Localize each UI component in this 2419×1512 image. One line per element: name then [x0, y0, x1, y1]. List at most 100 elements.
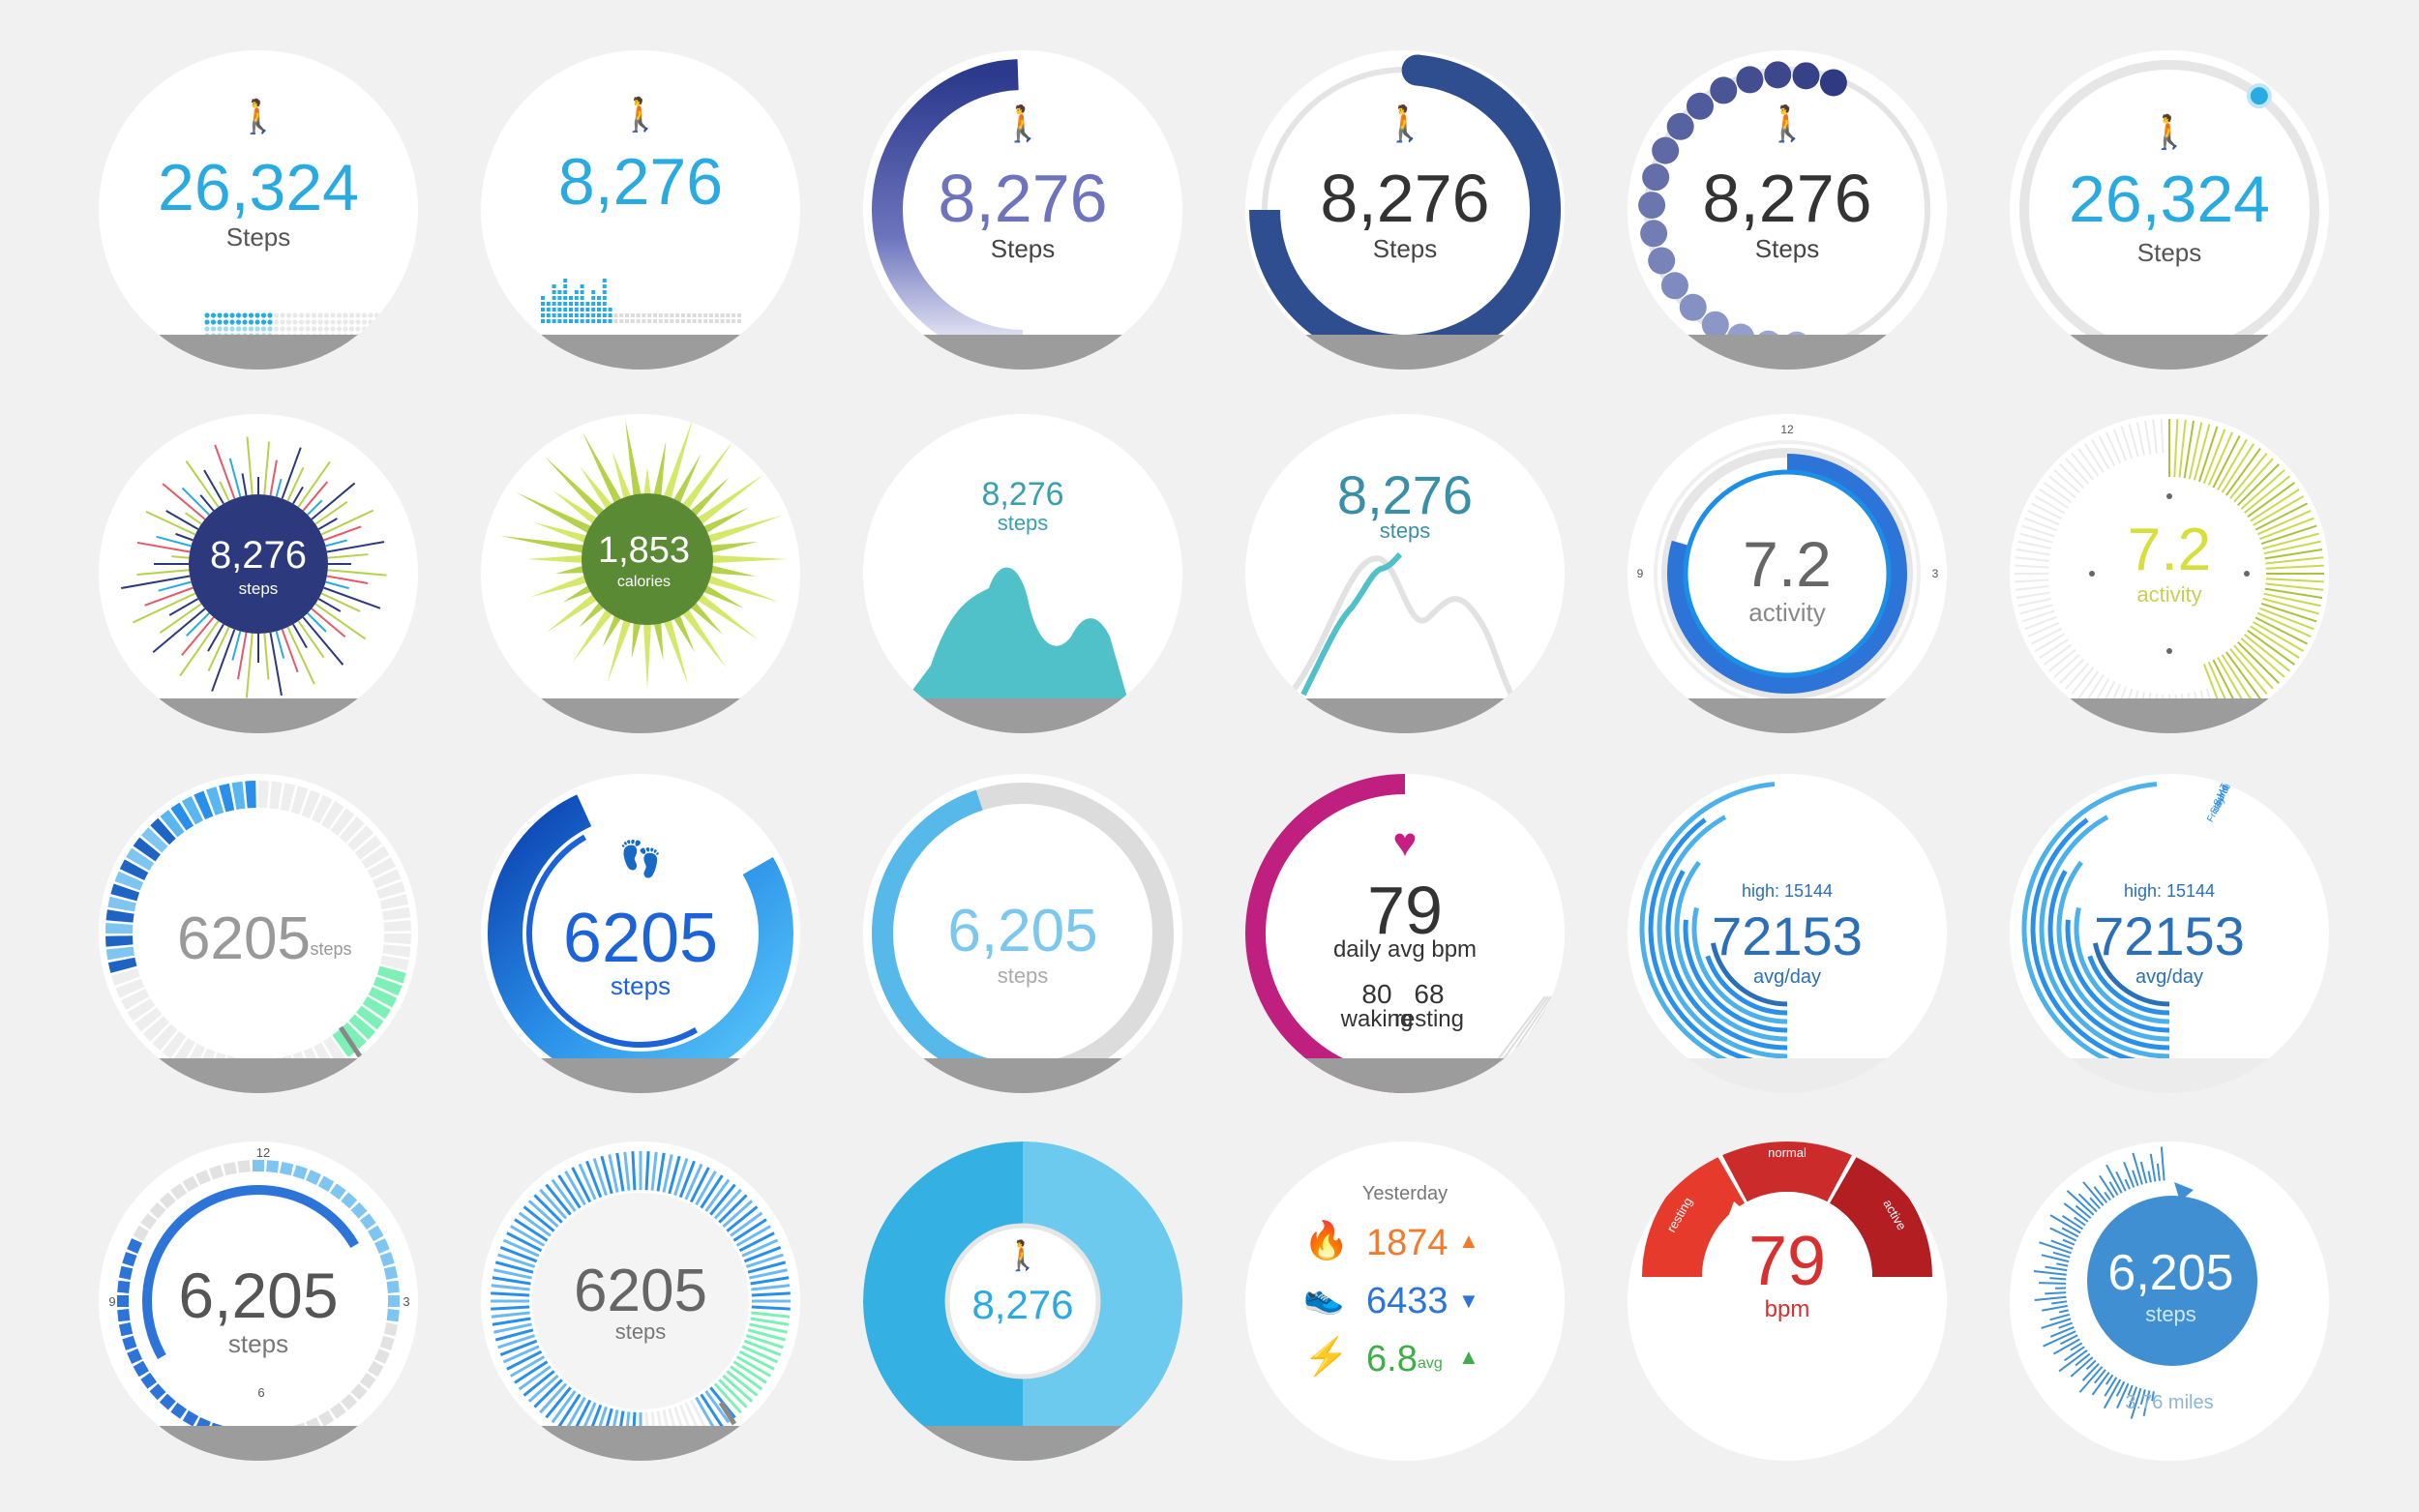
watch-face-steps-blue-ring[interactable]: 👣 6205 steps: [481, 774, 800, 1093]
progress-dot: [285, 326, 292, 332]
ring-segment: [269, 781, 283, 810]
lightning-icon: ⚡: [1303, 1337, 1350, 1378]
watch-face-steps-navy-ring[interactable]: 🚶 8,276 Steps: [1245, 50, 1565, 370]
ring-segment: [341, 1022, 367, 1050]
progress-dot: [1764, 61, 1792, 89]
burst-ray: [181, 616, 215, 656]
watch-base: [863, 335, 1182, 370]
ring-segment: [383, 920, 411, 932]
burst-ray: [269, 632, 283, 697]
distance-tick: [2045, 1291, 2067, 1295]
watch-face-steps-line[interactable]: 8,276 steps: [1245, 414, 1565, 733]
watch-base: [863, 698, 1182, 733]
watch-face-steps-gradient-arc[interactable]: 🚶 8,276 Steps: [863, 50, 1182, 370]
burst-spike: [631, 617, 642, 659]
progress-dot: [330, 326, 336, 332]
dial-square: [209, 1165, 224, 1180]
ring-segment: [346, 825, 374, 851]
ring-bar: [695, 1396, 717, 1432]
watch-face-steps-dial[interactable]: 12 3 6 9 6,205 steps: [99, 1141, 418, 1461]
activity-tick: [2264, 548, 2323, 560]
ring-bar: [491, 1291, 530, 1297]
watch-face-steps-light-ring[interactable]: 6,205 steps: [863, 774, 1182, 1093]
ring-bar: [514, 1360, 549, 1384]
histogram-cell: [580, 296, 584, 300]
dial-label-9: 9: [108, 1294, 115, 1309]
step-unit: Steps: [1372, 234, 1438, 263]
histogram-cell: [557, 290, 562, 294]
dial-square: [237, 1160, 251, 1173]
histogram-cell: [636, 319, 641, 323]
ring-segment: [133, 837, 161, 862]
histogram-cell: [630, 313, 635, 317]
dial-square: [373, 1238, 390, 1254]
watch-face-activity-ticks[interactable]: 7.2 activity: [2010, 414, 2329, 733]
histogram-cell: [636, 313, 641, 317]
activity-tick: [2258, 517, 2314, 541]
watch-face-steps-segment-ring[interactable]: 6205 steps: [99, 774, 418, 1093]
ring-bar: [704, 1178, 731, 1212]
watch-face-steps-mountain[interactable]: 8,276 steps: [863, 414, 1182, 733]
activity-tick: [2065, 663, 2090, 690]
watch-face-steps-burst[interactable]: 8,276 steps: [99, 414, 418, 733]
progress-dot: [292, 312, 298, 318]
watch-face-daily-summary[interactable]: Yesterday 🔥 1874 ▲ 👟 6433 ▼ ⚡ 6.8 avg ▲: [1245, 1141, 1565, 1461]
ring-segment: [382, 944, 411, 958]
burst-spike: [693, 590, 759, 639]
histogram-cell: [613, 313, 618, 317]
watch-face-steps-bar-ring[interactable]: 6205 steps: [481, 1141, 800, 1461]
activity-tick: [2015, 556, 2049, 562]
dial-square: [386, 1309, 400, 1322]
ring-bar: [523, 1370, 555, 1397]
watch-face-activity-dial[interactable]: 12 3 6 9 7.2 activity: [1628, 414, 1947, 733]
histogram-cell: [647, 313, 652, 317]
watch-face-steps-dot-bars[interactable]: 🚶 26,324 Steps: [99, 50, 418, 370]
watch-face-calories-burst[interactable]: 1,853 calories: [481, 414, 800, 733]
watch-face-steps-histogram[interactable]: 🚶 8,276: [481, 50, 800, 370]
histogram-cell: [574, 290, 579, 294]
histogram-cell: [664, 313, 669, 317]
watch-face-heart-rate[interactable]: ♥ 79 daily avg bpm 80 waking 68 resting: [1245, 774, 1565, 1093]
watch-base: [1245, 335, 1565, 370]
progress-dot: [373, 312, 380, 318]
ring-bar: [502, 1345, 540, 1364]
histogram-cell: [580, 284, 584, 288]
burst-ray: [121, 575, 191, 589]
histogram-cell: [552, 296, 556, 300]
histogram-cell: [552, 308, 556, 311]
progress-dot: [323, 326, 330, 332]
ring-bar: [533, 1194, 563, 1224]
bar-ring: [491, 1151, 791, 1451]
histogram-cell: [574, 319, 579, 323]
burst-spike: [582, 431, 624, 508]
dial-square: [223, 1161, 238, 1176]
progress-dot: [254, 312, 260, 318]
ring-segment: [373, 976, 403, 996]
activity-value: 6.8: [1366, 1339, 1418, 1379]
histogram-cell: [732, 319, 736, 323]
distance-tick: [2050, 1239, 2074, 1250]
watch-face-steps-thin-ring[interactable]: 🚶 26,324 Steps: [2010, 50, 2329, 370]
distance-tick: [2064, 1346, 2085, 1362]
progress-dot: [217, 319, 223, 325]
resting-value: 68: [1414, 979, 1445, 1009]
dial-label-12: 12: [256, 1145, 270, 1160]
watch-face-weekly-rings[interactable]: high: 15144 72153 avg/day: [1628, 774, 1947, 1093]
watch-face-steps-donut[interactable]: 🚶 8,276: [863, 1141, 1182, 1461]
step-count: 6,205: [178, 1260, 339, 1331]
watch-face-weekly-rings-days[interactable]: FridaySaturdaySundayMondayTuesdayWednesd…: [2010, 774, 2329, 1093]
histogram-cell: [557, 308, 562, 311]
ring-bar: [726, 1205, 759, 1232]
ring-bar: [730, 1365, 763, 1391]
burst-spike: [579, 598, 609, 628]
watch-face-steps-dot-ring[interactable]: 🚶 8,276 Steps: [1628, 50, 1947, 370]
ring-bar: [673, 1158, 689, 1197]
weekly-ring: [2087, 955, 2170, 1016]
histogram-cell: [552, 313, 556, 317]
progress-dot: [1642, 163, 1670, 192]
watch-face-steps-distance[interactable]: 6,205 steps 3.76 miles: [2010, 1141, 2329, 1461]
dial-square: [149, 1201, 166, 1219]
burst-chart: [499, 418, 788, 690]
histogram-cell: [720, 319, 725, 323]
watch-face-heart-rate-zones[interactable]: resting normal active 79 bpm: [1628, 1141, 1947, 1461]
